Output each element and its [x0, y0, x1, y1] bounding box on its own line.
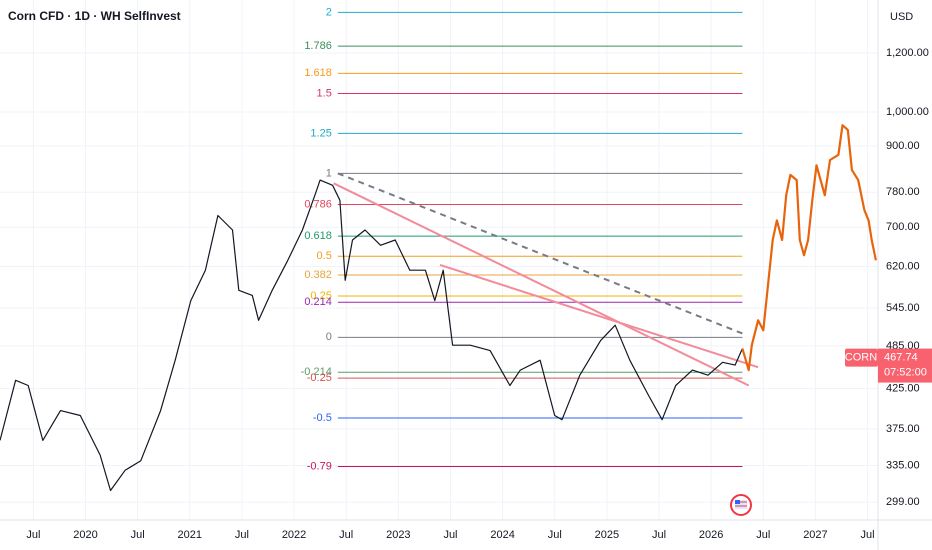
x-tick-label: Jul — [756, 529, 770, 541]
fib-level-label: 0 — [326, 331, 332, 343]
fib-level-label: 0.618 — [304, 230, 332, 242]
fib-level-label: 0.214 — [304, 296, 332, 308]
fib-level-label: 0.786 — [304, 198, 332, 210]
price-line — [741, 124, 877, 372]
y-tick-label: 1,200.00 — [886, 47, 929, 59]
fib-level-label: -0.25 — [307, 372, 332, 384]
x-tick-label: 2024 — [490, 529, 514, 541]
y-tick-label: 700.00 — [886, 221, 920, 233]
fibonacci: 2 1.786 1.618 1.5 1.25 1 0.786 0.618 0.5 0.382 0.2… — [301, 6, 759, 472]
x-tick-label: 2020 — [73, 529, 97, 541]
plot — [0, 124, 877, 492]
x-tick-label: Jul — [861, 529, 875, 541]
fib-level-label: 0.25 — [310, 290, 331, 302]
y-tick-label: 425.00 — [886, 382, 920, 394]
y-tick-label: 900.00 — [886, 140, 920, 152]
x-tick-label: Jul — [443, 529, 457, 541]
x-tick-label: 2027 — [803, 529, 827, 541]
x-tick-label: 2023 — [386, 529, 410, 541]
price-tag: CORN 467.74 07:52:00 — [845, 348, 932, 383]
fib-level-label: 1 — [326, 167, 332, 179]
trend-line — [333, 182, 750, 387]
y-tick-label: 335.00 — [886, 459, 920, 471]
y-tick-label: 545.00 — [886, 302, 920, 314]
x-tick-label: Jul — [26, 529, 40, 541]
y-tick-label: 375.00 — [886, 423, 920, 435]
fib-level-label: 1.25 — [310, 127, 331, 139]
x-tick-label: 2022 — [282, 529, 306, 541]
flag-icon — [730, 494, 752, 516]
y-tick-label: 299.00 — [886, 496, 920, 508]
fib-level-label: 2 — [326, 6, 332, 18]
last-price: 467.74 — [884, 351, 918, 363]
chart-title: Corn CFD · 1D · WH SelfInvest — [8, 9, 181, 23]
fib-level-label: 1.786 — [304, 40, 332, 52]
x-tick-label: Jul — [548, 529, 562, 541]
countdown: 07:52:00 — [884, 366, 927, 378]
y-tick-label: 1,000.00 — [886, 106, 929, 118]
axes: 1,200.00 1,000.00 900.00 780.00 700.00 620.00… — [26, 47, 928, 541]
fib-level-label: -0.5 — [313, 412, 332, 424]
x-tick-label: Jul — [131, 529, 145, 541]
symbol-tag: CORN — [845, 351, 877, 363]
x-tick-label: Jul — [339, 529, 353, 541]
price-line — [0, 179, 743, 492]
last-price-box — [878, 348, 932, 383]
symbol-tag-box — [845, 348, 878, 367]
fib-level-label: 1.618 — [304, 67, 332, 79]
y-tick-label: 780.00 — [886, 186, 920, 198]
trend-line — [439, 263, 759, 369]
x-tick-label: 2021 — [178, 529, 202, 541]
grid — [0, 0, 878, 520]
fib-level-label: -0.214 — [301, 366, 332, 378]
x-tick-label: 2025 — [595, 529, 619, 541]
fib-level-label: 1.5 — [317, 87, 332, 99]
fib-level-label: -0.79 — [307, 460, 332, 472]
x-tick-label: 2026 — [699, 529, 723, 541]
x-tick-label: Jul — [652, 529, 666, 541]
y-tick-label: 620.00 — [886, 260, 920, 272]
x-tick-label: Jul — [235, 529, 249, 541]
currency: USD — [890, 11, 913, 23]
fib-level-label: 0.382 — [304, 269, 332, 281]
fib-level-label: 0.5 — [317, 250, 332, 262]
